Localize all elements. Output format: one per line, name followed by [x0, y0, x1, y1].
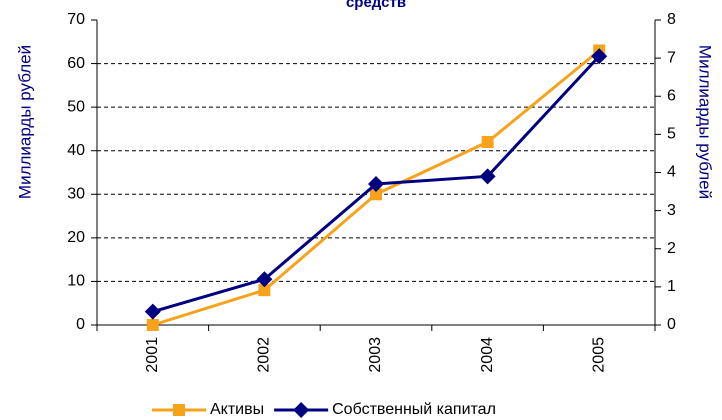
- y2-axis-title: Миллиарды рублей: [696, 45, 715, 199]
- y2-tick-label: 6: [667, 87, 676, 104]
- data-point: [370, 188, 382, 201]
- legend-label: Собственный капитал: [332, 401, 496, 418]
- x-tick-label: 2002: [256, 337, 273, 373]
- y-tick-label: 20: [67, 229, 85, 246]
- y-tick-label: 60: [67, 55, 85, 72]
- data-point: [144, 303, 161, 320]
- y2-tick-label: 7: [667, 49, 676, 66]
- y-tick-label: 0: [76, 316, 85, 333]
- y2-tick-label: 1: [667, 278, 676, 295]
- x-tick-label: 2001: [144, 337, 161, 373]
- y-tick-label: 50: [67, 98, 85, 115]
- legend-marker: [173, 404, 185, 416]
- y-tick-label: 40: [67, 142, 85, 159]
- y2-tick-label: 8: [667, 11, 676, 28]
- data-point: [256, 271, 273, 288]
- chart-title: средств: [346, 0, 406, 11]
- y-tick-label: 30: [67, 186, 85, 203]
- data-point: [481, 136, 494, 148]
- x-tick-label: 2003: [367, 337, 384, 373]
- y2-tick-label: 5: [667, 126, 676, 143]
- x-tick-label: 2005: [590, 337, 607, 373]
- data-point: [479, 168, 496, 185]
- y2-tick-label: 0: [667, 316, 676, 333]
- data-point: [258, 284, 271, 297]
- legend-marker: [293, 402, 310, 418]
- data-point: [368, 175, 384, 192]
- y2-tick-label: 2: [667, 240, 676, 257]
- y-tick-label: 70: [67, 11, 85, 28]
- data-point: [591, 48, 608, 65]
- y-tick-label: 10: [67, 273, 85, 290]
- y2-tick-label: 3: [667, 202, 676, 219]
- data-point: [146, 319, 159, 331]
- y2-tick-label: 4: [667, 164, 676, 181]
- legend-label: Активы: [210, 401, 264, 418]
- y-axis-title: Миллиарды рублей: [15, 45, 34, 199]
- x-tick-label: 2004: [479, 337, 496, 373]
